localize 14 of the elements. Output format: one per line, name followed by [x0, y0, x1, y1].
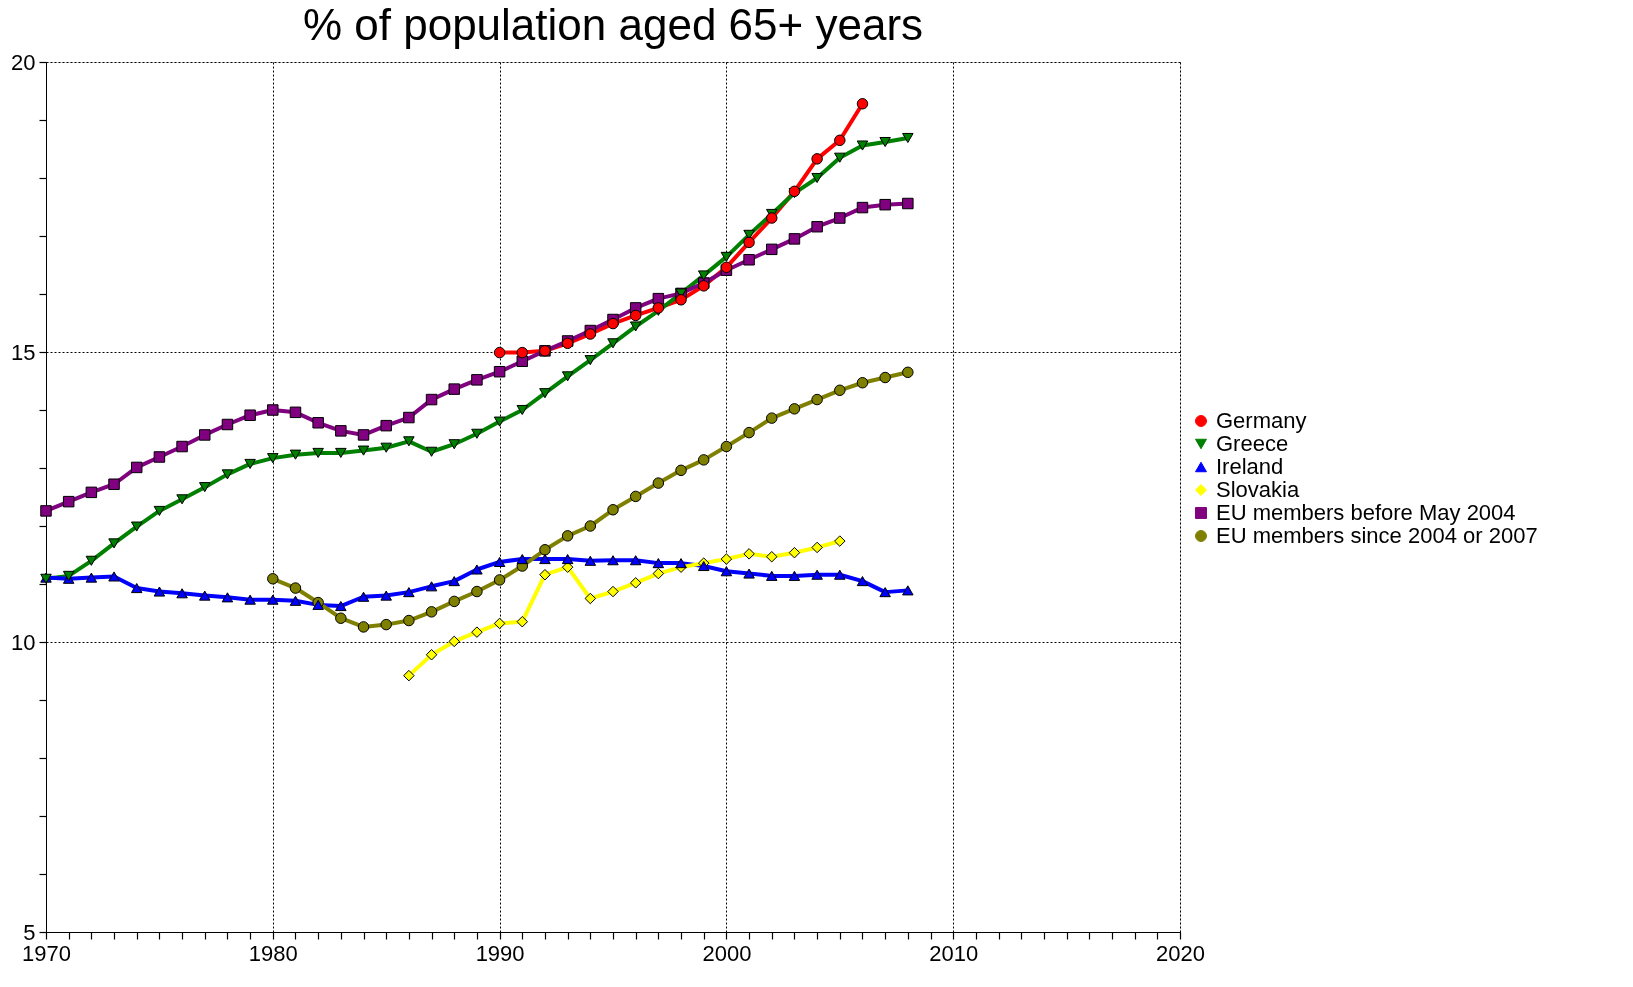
x-tick-label: 1980	[248, 940, 298, 966]
x-tick-label: 2020	[1156, 940, 1205, 966]
legend-label: Germany	[1216, 408, 1307, 433]
legend-label: Ireland	[1216, 454, 1284, 479]
x-tick-label: 2000	[702, 940, 752, 966]
y-tick-label: 10	[11, 629, 36, 655]
chart-title: % of population aged 65+ years	[302, 0, 924, 49]
legend-label: Greece	[1216, 431, 1289, 456]
y-tick-label: 15	[11, 339, 36, 365]
legend-label: EU members before May 2004	[1216, 500, 1516, 525]
x-tick-label: 1990	[475, 940, 525, 966]
y-tick-label: 20	[11, 49, 36, 75]
legend-label: Slovakia	[1216, 477, 1300, 502]
x-tick-label: 2010	[929, 940, 979, 966]
